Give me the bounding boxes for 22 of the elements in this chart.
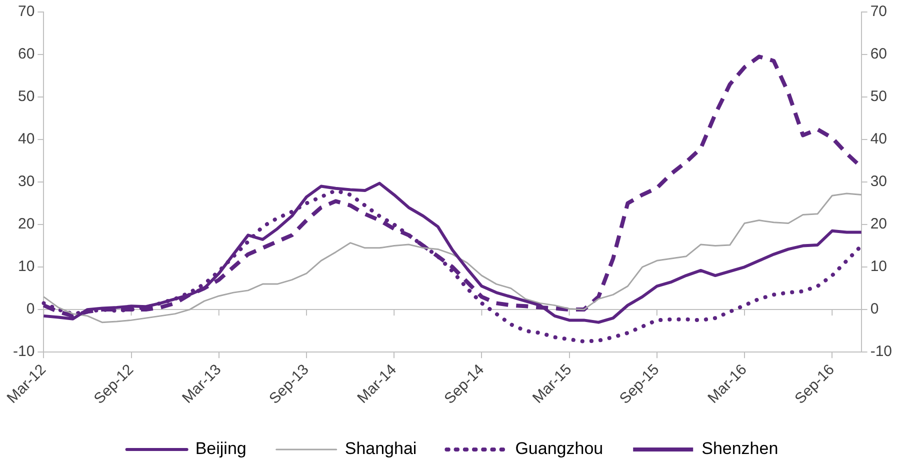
- y2-tick-label: 70: [870, 3, 888, 20]
- y2-tick-label: 50: [870, 88, 888, 106]
- y-tick-label: 10: [18, 258, 35, 276]
- legend-label: Shanghai: [344, 439, 417, 458]
- y-tick-label: 30: [18, 173, 35, 190]
- y-tick-label: 60: [18, 46, 35, 63]
- y-tick-label: 0: [26, 300, 35, 318]
- legend-label: Beijing: [195, 439, 246, 458]
- y-tick-label: 40: [18, 130, 35, 148]
- y-tick-label: 20: [18, 216, 35, 233]
- y2-tick-label: 60: [870, 46, 888, 63]
- y-tick-label: -10: [12, 343, 35, 360]
- legend-label: Guangzhou: [515, 439, 604, 458]
- y2-tick-label: 10: [870, 258, 888, 276]
- y2-tick-label: 20: [870, 216, 888, 233]
- y2-tick-label: 0: [870, 300, 879, 318]
- y-tick-label: 50: [18, 88, 35, 106]
- y-tick-label: 70: [18, 3, 35, 20]
- y2-tick-label: 40: [870, 130, 888, 148]
- y2-tick-label: 30: [870, 173, 888, 190]
- y2-tick-label: -10: [870, 343, 892, 360]
- legend-label: Shenzhen: [702, 439, 778, 458]
